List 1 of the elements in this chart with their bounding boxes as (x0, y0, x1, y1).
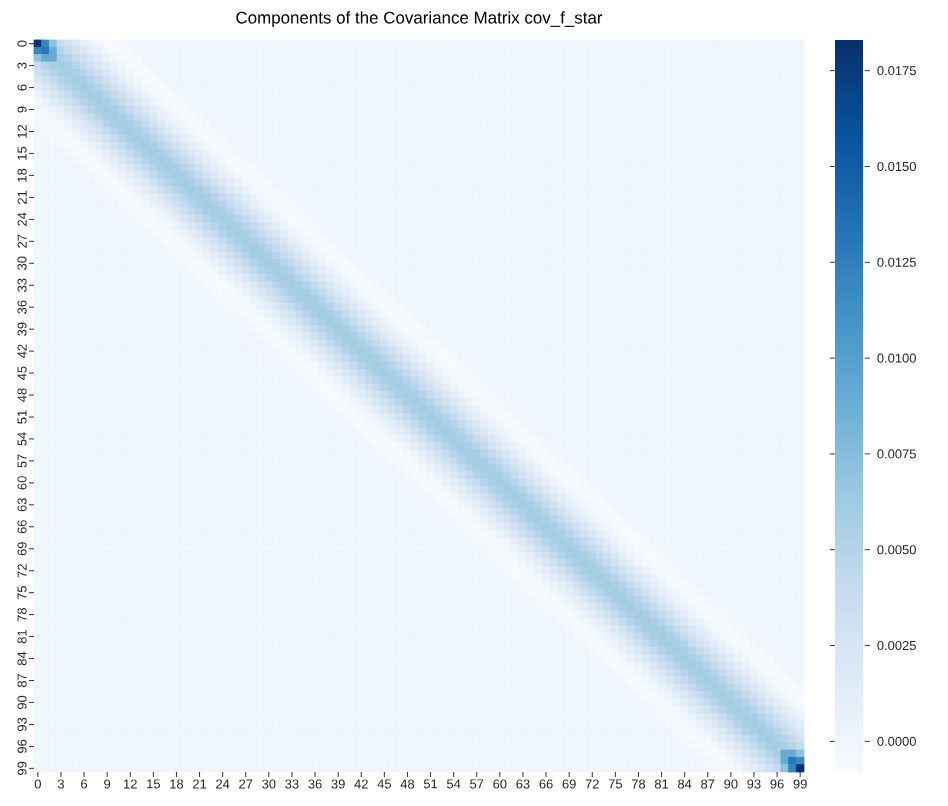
chart-title: Components of the Covariance Matrix cov_f_star (236, 11, 603, 27)
